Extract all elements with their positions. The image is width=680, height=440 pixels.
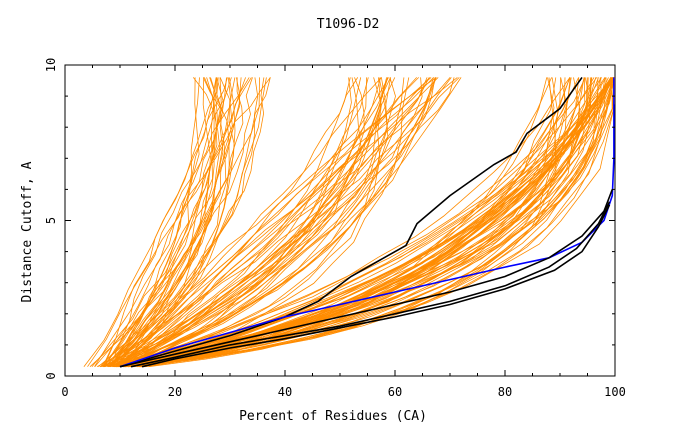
- model-line: [110, 77, 221, 367]
- model-line: [110, 77, 382, 367]
- highlight-lines: [119, 76, 615, 368]
- model-line: [104, 77, 200, 367]
- y-axis-label: Distance Cutoff, A: [20, 161, 35, 302]
- series-line-black-2: [119, 189, 614, 368]
- model-line: [124, 77, 436, 368]
- model-line: [130, 77, 389, 368]
- x-tick-label: 0: [61, 385, 68, 399]
- y-tick-label: 10: [44, 58, 58, 72]
- model-line: [119, 77, 352, 368]
- y-axis: 0 5 10: [44, 58, 615, 380]
- model-lines: [83, 77, 615, 368]
- model-line: [91, 77, 223, 367]
- model-line: [119, 77, 615, 368]
- model-line: [123, 77, 615, 368]
- y-tick-label: 5: [44, 217, 58, 224]
- x-axis: 0 20 40 60 80 100: [61, 65, 626, 399]
- model-line: [127, 77, 430, 368]
- model-line: [112, 77, 428, 368]
- x-tick-label: 80: [498, 385, 512, 399]
- model-line: [109, 77, 250, 367]
- model-line: [138, 77, 614, 368]
- model-line: [110, 77, 265, 367]
- model-line: [108, 77, 253, 367]
- series-line-blue-1: [119, 77, 615, 368]
- model-line: [89, 77, 218, 367]
- model-line: [128, 77, 439, 368]
- x-tick-label: 40: [278, 385, 292, 399]
- x-tick-label: 20: [168, 385, 182, 399]
- x-tick-label: 100: [604, 385, 626, 399]
- model-line: [96, 77, 460, 368]
- model-line: [83, 77, 218, 367]
- model-line: [112, 77, 217, 367]
- model-line: [142, 77, 599, 368]
- model-line: [106, 77, 451, 368]
- model-line: [100, 77, 405, 368]
- model-line: [107, 77, 259, 367]
- model-line: [130, 77, 382, 368]
- model-line: [109, 77, 200, 367]
- model-line: [114, 77, 598, 368]
- model-line: [104, 77, 260, 368]
- model-line: [112, 77, 462, 368]
- model-line: [102, 77, 389, 368]
- model-line: [139, 77, 571, 368]
- x-axis-label: Percent of Residues (CA): [239, 409, 427, 424]
- model-line: [129, 77, 359, 367]
- model-line: [118, 77, 230, 368]
- model-line: [108, 77, 382, 368]
- model-line: [109, 77, 236, 367]
- model-line: [106, 77, 369, 368]
- model-line: [103, 77, 417, 368]
- model-line: [107, 77, 430, 368]
- series-line-black-3: [130, 201, 611, 368]
- model-line: [103, 77, 241, 367]
- y-tick-label: 0: [44, 372, 58, 379]
- model-line: [125, 77, 588, 368]
- model-line: [103, 77, 389, 368]
- x-tick-label: 60: [388, 385, 402, 399]
- series-line-black-4: [141, 204, 611, 368]
- model-line: [104, 77, 219, 367]
- series-line-black-0: [119, 76, 583, 368]
- model-line: [100, 77, 222, 367]
- model-line: [87, 77, 271, 367]
- model-line: [124, 77, 571, 368]
- model-line: [102, 77, 436, 368]
- model-line: [148, 77, 615, 368]
- chart-title: T1096-D2: [317, 17, 380, 32]
- model-line: [143, 77, 601, 368]
- model-line: [144, 77, 579, 368]
- model-line: [129, 77, 586, 368]
